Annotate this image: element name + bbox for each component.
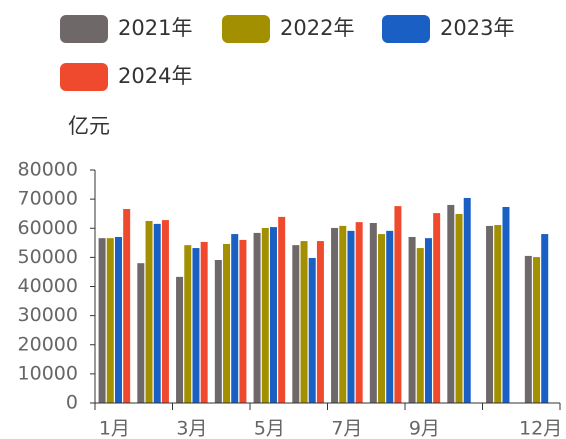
- bar: [416, 248, 424, 403]
- bar: [455, 213, 463, 403]
- bar: [394, 206, 402, 403]
- y-tick-label: 10000: [18, 362, 78, 384]
- bar: [300, 241, 308, 403]
- legend-label: 2022年: [280, 16, 354, 40]
- bar: [524, 255, 532, 403]
- bar: [161, 220, 169, 403]
- bar: [502, 206, 510, 403]
- y-tick-label: 30000: [18, 304, 78, 326]
- bar: [486, 225, 494, 403]
- x-tick-label: 12月: [519, 418, 562, 439]
- bar: [98, 238, 106, 403]
- bar: [214, 259, 222, 403]
- bar: [106, 238, 114, 403]
- y-tick-label: 40000: [18, 275, 78, 297]
- y-tick-label: 60000: [18, 217, 78, 239]
- y-tick-label: 70000: [18, 188, 78, 210]
- bar: [278, 216, 286, 403]
- legend-label: 2023年: [440, 16, 514, 40]
- bar: [447, 204, 455, 403]
- y-axis-label: 亿元: [68, 114, 110, 138]
- bar: [378, 234, 386, 403]
- bar: [223, 243, 231, 403]
- bar: [269, 227, 277, 403]
- bar: [145, 220, 153, 403]
- bar: [331, 227, 339, 403]
- x-tick-label: 7月: [331, 418, 362, 439]
- bar: [533, 257, 541, 403]
- bar: [347, 230, 355, 403]
- bar: [123, 209, 131, 403]
- bar: [200, 241, 208, 403]
- legend-swatch: [60, 15, 108, 43]
- bar: [339, 225, 347, 403]
- y-tick-label: 20000: [18, 333, 78, 355]
- bar: [231, 234, 239, 403]
- y-tick-label: 0: [66, 392, 78, 414]
- y-tick-label: 50000: [18, 246, 78, 268]
- legend-swatch: [222, 15, 270, 43]
- bar: [184, 245, 192, 403]
- legend-swatch: [60, 63, 108, 91]
- bar: [386, 230, 394, 403]
- bar: [541, 234, 549, 403]
- bar: [408, 236, 416, 403]
- bar: [369, 223, 377, 403]
- bar: [137, 263, 145, 403]
- bar: [316, 241, 324, 403]
- bar: [253, 232, 261, 403]
- bar: [355, 222, 363, 403]
- bar: [463, 197, 471, 403]
- x-tick-label: 1月: [99, 418, 130, 439]
- bar: [494, 225, 502, 403]
- y-tick-label: 80000: [18, 159, 78, 181]
- bar: [153, 223, 161, 403]
- bar: [239, 239, 247, 403]
- bar: [261, 227, 269, 403]
- bar: [114, 236, 122, 403]
- legend-label: 2024年: [118, 64, 192, 88]
- bar: [292, 245, 300, 403]
- x-tick-label: 5月: [254, 418, 285, 439]
- x-tick-label: 3月: [176, 418, 207, 439]
- bar: [308, 257, 316, 403]
- bar: [176, 276, 184, 403]
- x-tick-label: 9月: [409, 418, 440, 439]
- bar: [192, 248, 200, 403]
- legend-swatch: [382, 15, 430, 43]
- legend-label: 2021年: [118, 16, 192, 40]
- bar: [424, 238, 432, 403]
- bar: [433, 213, 441, 403]
